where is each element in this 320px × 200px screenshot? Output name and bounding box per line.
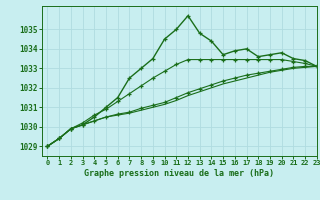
X-axis label: Graphe pression niveau de la mer (hPa): Graphe pression niveau de la mer (hPa) [84,169,274,178]
